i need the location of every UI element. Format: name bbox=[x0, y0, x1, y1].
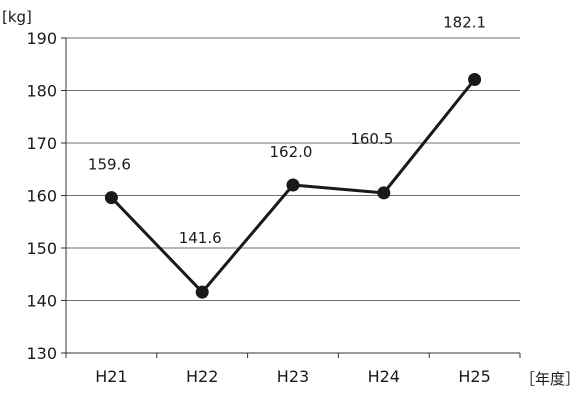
data-point bbox=[104, 191, 118, 205]
y-tick-label: 130 bbox=[26, 344, 57, 363]
x-tick-label: H24 bbox=[368, 367, 400, 386]
y-tick-label: 190 bbox=[26, 29, 57, 48]
x-tick-label: H25 bbox=[458, 367, 490, 386]
x-tick-label: H21 bbox=[95, 367, 127, 386]
x-tick-label: H23 bbox=[277, 367, 309, 386]
y-tick-label: 170 bbox=[26, 134, 57, 153]
y-tick-label: 140 bbox=[26, 292, 57, 311]
data-point bbox=[286, 178, 300, 192]
data-label: 141.6 bbox=[179, 229, 222, 247]
tick-labels: 130 140 150 160 170 180 190 H21 H22 H23 H24 H25 bbox=[26, 29, 490, 386]
series-group bbox=[104, 72, 482, 299]
data-point bbox=[377, 186, 391, 200]
data-labels: 159.6 141.6 162.0 160.5 182.1 bbox=[88, 13, 486, 247]
data-label: 182.1 bbox=[443, 13, 486, 31]
data-label: 162.0 bbox=[270, 143, 313, 161]
data-label: 160.5 bbox=[350, 130, 393, 148]
x-tick-label: H22 bbox=[186, 367, 218, 386]
x-axis-unit-label: ［年度］ bbox=[520, 370, 579, 388]
y-tick-label: 150 bbox=[26, 239, 57, 258]
y-axis-unit-label: [kg] bbox=[2, 8, 32, 26]
data-label: 159.6 bbox=[88, 156, 131, 174]
data-point bbox=[195, 285, 209, 299]
y-tick-label: 160 bbox=[26, 187, 57, 206]
axes bbox=[61, 37, 521, 358]
y-tick-label: 180 bbox=[26, 82, 57, 101]
data-point bbox=[468, 72, 482, 86]
gridlines bbox=[66, 37, 520, 301]
